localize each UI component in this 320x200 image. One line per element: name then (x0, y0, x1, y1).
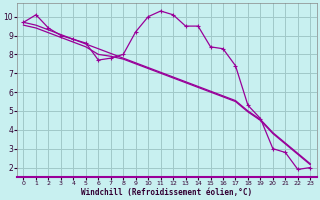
X-axis label: Windchill (Refroidissement éolien,°C): Windchill (Refroidissement éolien,°C) (81, 188, 252, 197)
